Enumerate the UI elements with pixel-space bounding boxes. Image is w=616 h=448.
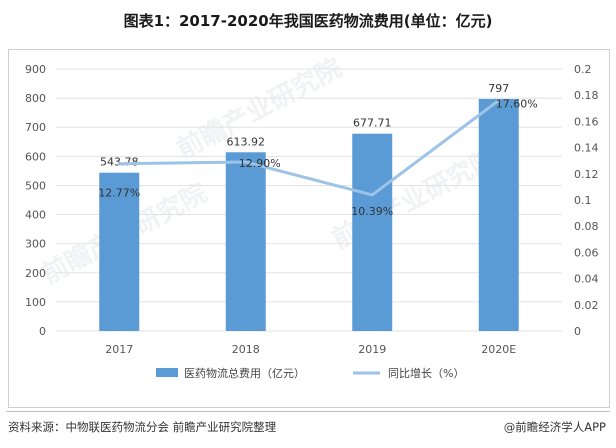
y-left-tick-label: 700: [25, 121, 46, 134]
y-axis-right: 0 0.02 0.04 0.06 0.08 0.1 0.12 0.14 0.16 0.18 0.2: [574, 63, 599, 338]
y-left-tick-label: 800: [25, 92, 46, 105]
legend-line-label: 同比增长（%）: [388, 366, 464, 380]
line-point: [370, 193, 374, 197]
y-left-tick-label: 500: [25, 179, 46, 192]
legend-bar-label: 医药物流总费用（亿元）: [184, 366, 305, 380]
legend: 医药物流总费用（亿元） 同比增长（%）: [156, 366, 464, 380]
y-left-tick-label: 600: [25, 150, 46, 163]
line-value-label: 12.77%: [98, 187, 140, 200]
bar: [478, 98, 519, 332]
bar-series: 543.78 613.92 677.71 797: [99, 82, 519, 332]
y-left-tick-label: 0: [39, 325, 46, 338]
source-note: 资料来源：中物联医药物流分会 前瞻产业研究院整理: [8, 420, 277, 434]
y-right-tick-label: 0.02: [574, 299, 599, 312]
y-right-tick-label: 0.06: [574, 246, 599, 259]
y-right-tick-label: 0.12: [574, 168, 599, 181]
bar-value-label: 543.78: [100, 156, 139, 169]
chart-title: 图表1：2017-2020年我国医药物流费用(单位：亿元): [123, 12, 493, 30]
bar: [99, 172, 140, 331]
x-tick-label: 2018: [232, 343, 260, 356]
line-point: [497, 98, 501, 102]
brand-credit: @前瞻经济学人APP: [503, 420, 606, 434]
bar-value-label: 677.71: [353, 117, 392, 130]
y-right-tick-label: 0.14: [574, 142, 599, 155]
grid: [56, 68, 562, 332]
y-right-tick-label: 0.08: [574, 220, 599, 233]
bar-value-label: 613.92: [227, 135, 266, 148]
growth-line: [119, 99, 500, 197]
chart-svg: 前瞻产业研究院前瞻产业研究院前瞻产业研究院 010020030040050060…: [25, 52, 599, 380]
y-left-tick-label: 200: [25, 267, 46, 280]
x-axis: 2017 2018 2019 2020E: [105, 343, 516, 356]
line-value-label: 10.39%: [351, 205, 393, 218]
footer-divider: [6, 411, 610, 412]
bar-value-label: 797: [488, 82, 509, 95]
y-right-tick-label: 0.2: [574, 63, 592, 76]
y-left-tick-label: 100: [25, 296, 46, 309]
x-tick-label: 2019: [358, 343, 386, 356]
y-right-tick-label: 0.04: [574, 273, 599, 286]
y-right-tick-label: 0: [574, 325, 581, 338]
bar: [352, 133, 393, 331]
y-right-tick-label: 0.1: [574, 194, 592, 207]
line-value-label: 12.90%: [239, 157, 281, 170]
line-point: [244, 160, 248, 164]
y-left-tick-label: 300: [25, 238, 46, 251]
y-left-tick-label: 400: [25, 209, 46, 222]
bar: [225, 152, 266, 331]
legend-bar-swatch: [156, 368, 178, 377]
y-axis-left: 0 100 200 300 400 500 600 700 800 900: [25, 63, 46, 338]
y-right-tick-label: 0.16: [574, 115, 599, 128]
line-value-label: 17.60%: [496, 97, 538, 110]
y-right-tick-label: 0.18: [574, 89, 599, 102]
x-tick-label: 2020E: [481, 343, 516, 356]
x-tick-label: 2017: [105, 343, 133, 356]
line-series: 12.77% 12.90% 10.39% 17.60%: [98, 97, 537, 217]
line-point: [117, 162, 121, 166]
y-left-tick-label: 900: [25, 63, 46, 76]
